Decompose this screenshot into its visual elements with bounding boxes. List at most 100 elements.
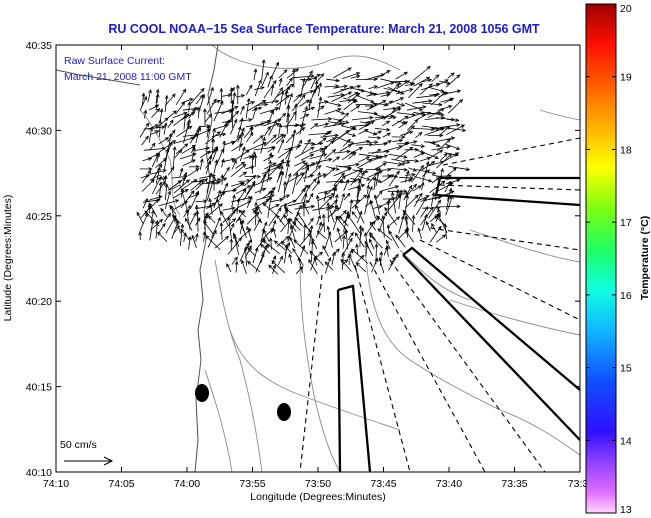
current-vector bbox=[238, 171, 247, 178]
current-vector-head bbox=[341, 192, 346, 198]
current-vector bbox=[413, 76, 430, 87]
current-vector bbox=[439, 153, 448, 161]
x-tick-label: 73:35 bbox=[501, 478, 527, 490]
current-vector bbox=[324, 149, 336, 160]
current-vector-head bbox=[384, 102, 390, 107]
current-vector-head bbox=[283, 69, 288, 74]
current-vector-head bbox=[155, 88, 160, 94]
current-vector-head bbox=[309, 70, 313, 75]
current-vector-head bbox=[268, 196, 273, 201]
current-vector-head bbox=[268, 159, 272, 165]
current-vector-head bbox=[323, 153, 328, 157]
current-vector bbox=[278, 148, 293, 159]
current-vector bbox=[167, 133, 172, 152]
current-vector bbox=[290, 225, 297, 242]
current-vector-head bbox=[335, 215, 340, 220]
current-vector-head bbox=[368, 159, 373, 163]
current-vector bbox=[333, 187, 336, 198]
current-vector-head bbox=[335, 207, 340, 212]
current-vector-head bbox=[276, 214, 280, 219]
current-vector bbox=[392, 192, 397, 214]
current-vector-head bbox=[262, 239, 267, 244]
current-vector-head bbox=[162, 176, 168, 181]
current-vector bbox=[149, 220, 154, 241]
current-vector bbox=[422, 161, 429, 183]
current-vector-head bbox=[227, 216, 231, 221]
current-vector-head bbox=[318, 96, 323, 101]
current-vector bbox=[388, 230, 400, 249]
current-vector bbox=[219, 183, 228, 200]
current-vector bbox=[387, 83, 400, 97]
current-vector-head bbox=[292, 68, 296, 73]
current-vector-head bbox=[377, 135, 382, 140]
current-vector-head bbox=[189, 98, 194, 102]
current-vector bbox=[267, 187, 276, 194]
current-vector-head bbox=[294, 172, 299, 177]
current-vector bbox=[430, 127, 439, 130]
current-vector-head bbox=[331, 167, 336, 172]
current-vector bbox=[279, 199, 297, 208]
current-vector-head bbox=[374, 243, 379, 248]
current-vector bbox=[448, 165, 470, 171]
current-vector-head bbox=[347, 144, 353, 148]
current-vector-head bbox=[248, 195, 253, 200]
current-vector-head bbox=[233, 234, 238, 240]
current-vector-head bbox=[446, 145, 451, 149]
current-vector bbox=[317, 230, 327, 240]
current-vector-head bbox=[225, 120, 229, 125]
current-vector bbox=[262, 240, 280, 255]
current-vector bbox=[170, 206, 176, 223]
current-vector-head bbox=[446, 125, 451, 130]
current-vector-head bbox=[345, 112, 350, 117]
current-vector-head bbox=[425, 220, 430, 226]
current-vector-head bbox=[187, 204, 191, 210]
current-vector bbox=[302, 203, 310, 215]
current-vector-head bbox=[169, 119, 174, 124]
current-vector-head bbox=[428, 178, 433, 183]
current-vector bbox=[309, 225, 313, 246]
current-vector bbox=[395, 146, 413, 160]
current-vector bbox=[428, 86, 444, 92]
current-vector bbox=[208, 215, 216, 224]
current-vector bbox=[203, 212, 209, 222]
current-vector-head bbox=[465, 167, 471, 172]
current-vector bbox=[371, 155, 388, 161]
current-vector bbox=[228, 217, 232, 239]
current-vector-head bbox=[289, 146, 293, 151]
current-vector-head bbox=[364, 169, 369, 174]
current-vector bbox=[175, 217, 181, 234]
current-vector bbox=[294, 146, 315, 159]
current-vector bbox=[158, 137, 169, 145]
current-vector-head bbox=[347, 91, 353, 96]
current-vector bbox=[141, 179, 155, 192]
current-vector-head bbox=[184, 208, 189, 214]
current-vector bbox=[324, 257, 331, 274]
current-vector bbox=[180, 179, 197, 191]
current-vector-head bbox=[355, 204, 359, 210]
current-vector bbox=[294, 205, 315, 210]
current-vector bbox=[252, 135, 264, 144]
current-vector-head bbox=[350, 151, 356, 155]
current-vector bbox=[292, 172, 298, 194]
current-vector bbox=[416, 94, 438, 99]
current-vector bbox=[236, 198, 240, 214]
current-vector-head bbox=[365, 156, 371, 160]
current-vector bbox=[245, 84, 253, 96]
current-vector-head bbox=[231, 157, 236, 162]
current-vector-head bbox=[420, 144, 426, 148]
current-vector-head bbox=[267, 120, 272, 124]
current-vector bbox=[419, 83, 433, 96]
contour-6 bbox=[214, 259, 263, 472]
current-vector-head bbox=[253, 209, 257, 214]
current-vector-head bbox=[395, 83, 400, 88]
current-vector bbox=[229, 223, 235, 233]
current-vector bbox=[325, 261, 334, 271]
current-vector-head bbox=[456, 74, 461, 79]
current-vector bbox=[229, 207, 238, 219]
current-vector bbox=[212, 138, 214, 154]
contour-4 bbox=[299, 259, 341, 472]
current-vector bbox=[239, 242, 250, 262]
current-vector bbox=[395, 189, 399, 201]
current-vector bbox=[399, 176, 414, 179]
current-vector bbox=[351, 117, 373, 121]
